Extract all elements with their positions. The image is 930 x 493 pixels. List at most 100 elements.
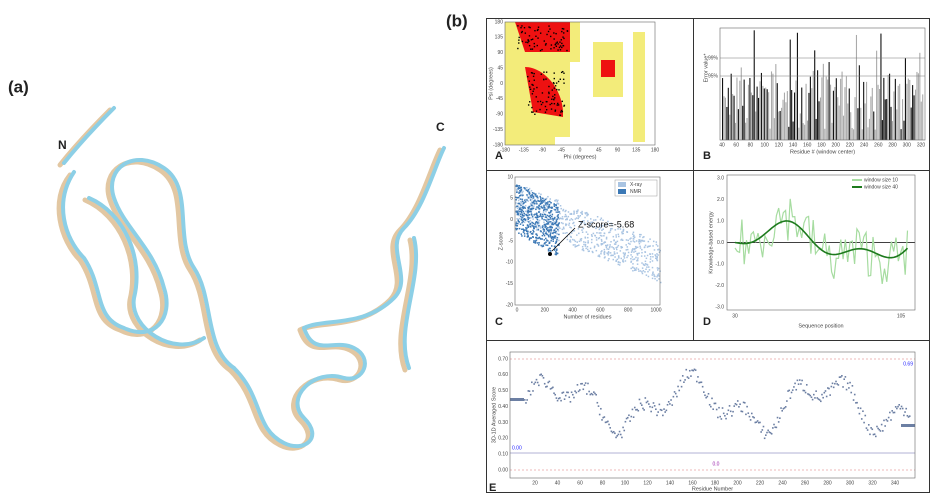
xray-point: [622, 232, 624, 235]
xray-point: [617, 244, 620, 247]
error-bar: [742, 105, 744, 140]
nmr-point: [548, 229, 551, 231]
error-bar: [746, 118, 748, 140]
error-bar: [734, 122, 737, 140]
error-bar: [854, 97, 856, 140]
xray-point: [573, 239, 576, 241]
nmr-point: [527, 209, 530, 212]
xray-point: [600, 217, 603, 219]
score-label: 0.0: [713, 461, 720, 467]
x-tick-label: 100: [760, 142, 769, 148]
xray-point: [515, 202, 517, 205]
score-point: [557, 397, 560, 400]
y-tick-label: -45: [496, 96, 503, 102]
nmr-point: [530, 204, 533, 207]
score-point: [533, 383, 535, 385]
error-bar: [850, 112, 852, 140]
x-tick-label: 260: [801, 480, 810, 486]
xray-point: [574, 244, 576, 246]
nmr-point: [525, 213, 527, 216]
score-point: [855, 402, 857, 404]
error-bar: [821, 77, 823, 140]
x-tick-label: 160: [803, 142, 812, 148]
xray-point: [641, 267, 644, 269]
score-point: [797, 383, 800, 385]
error-bar: [732, 93, 734, 140]
error-bar: [866, 81, 868, 140]
residue-point: [518, 36, 520, 39]
score-point: [652, 402, 655, 404]
xray-point: [593, 246, 596, 249]
xray-point: [529, 209, 531, 211]
error-bar: [824, 128, 826, 140]
xray-point: [636, 259, 638, 262]
xray-point: [562, 222, 564, 225]
xray-point: [565, 215, 568, 218]
residue-point: [545, 78, 547, 80]
nmr-point: [533, 240, 535, 242]
nmr-point: [520, 211, 523, 214]
score-point: [807, 393, 809, 395]
nmr-point: [537, 244, 540, 246]
xray-point: [654, 257, 657, 260]
nmr-point: [545, 219, 547, 221]
xray-point: [562, 226, 565, 229]
xray-point: [615, 246, 617, 249]
xray-point: [559, 227, 561, 230]
xray-point: [603, 242, 605, 244]
error-bar: [769, 128, 771, 140]
xray-point: [531, 205, 534, 208]
xray-point: [649, 253, 651, 255]
score-point: [824, 390, 827, 392]
residue-point: [525, 41, 527, 43]
xray-point: [575, 245, 577, 248]
score-point: [865, 427, 868, 429]
xray-point: [557, 230, 560, 232]
score-point: [898, 404, 900, 406]
xray-point: [597, 245, 600, 247]
residue-point: [529, 88, 532, 91]
residue-point: [521, 40, 524, 43]
nmr-point: [537, 222, 539, 224]
score-point: [642, 407, 644, 410]
xray-point: [569, 235, 572, 238]
xray-point: [644, 263, 647, 265]
nmr-point: [532, 222, 535, 225]
xray-point: [529, 219, 532, 222]
error-bar: [730, 73, 732, 140]
nmr-point: [527, 226, 530, 228]
score-point: [795, 388, 798, 391]
residue-point: [559, 49, 562, 51]
nmr-point: [526, 189, 528, 192]
xray-point: [657, 269, 659, 271]
residue-point: [548, 92, 550, 95]
nmr-point: [545, 204, 547, 206]
score-point: [641, 404, 643, 406]
residue-point: [532, 75, 535, 78]
nmr-point: [547, 207, 549, 209]
panel-letter: D: [703, 316, 711, 328]
residue-point: [539, 100, 542, 103]
residue-point: [558, 46, 561, 49]
error-bar: [806, 120, 809, 140]
nmr-point: [526, 210, 529, 213]
xray-point: [607, 250, 610, 253]
xray-point: [633, 234, 635, 237]
nmr-point: [526, 224, 529, 226]
score-point: [816, 397, 819, 399]
error-bar: [811, 88, 813, 140]
xray-point: [557, 203, 560, 205]
score-point: [788, 389, 791, 392]
xray-point: [620, 245, 622, 248]
xray-point: [594, 219, 597, 221]
error-bar: [795, 80, 797, 140]
error-bar: [822, 63, 824, 140]
xray-point: [645, 274, 648, 276]
score-point: [864, 414, 867, 417]
error-bar: [802, 123, 804, 140]
score-point: [587, 382, 589, 385]
error-bar: [817, 70, 819, 140]
score-point: [553, 392, 555, 395]
residue-point: [544, 105, 547, 108]
nmr-point: [527, 190, 529, 193]
